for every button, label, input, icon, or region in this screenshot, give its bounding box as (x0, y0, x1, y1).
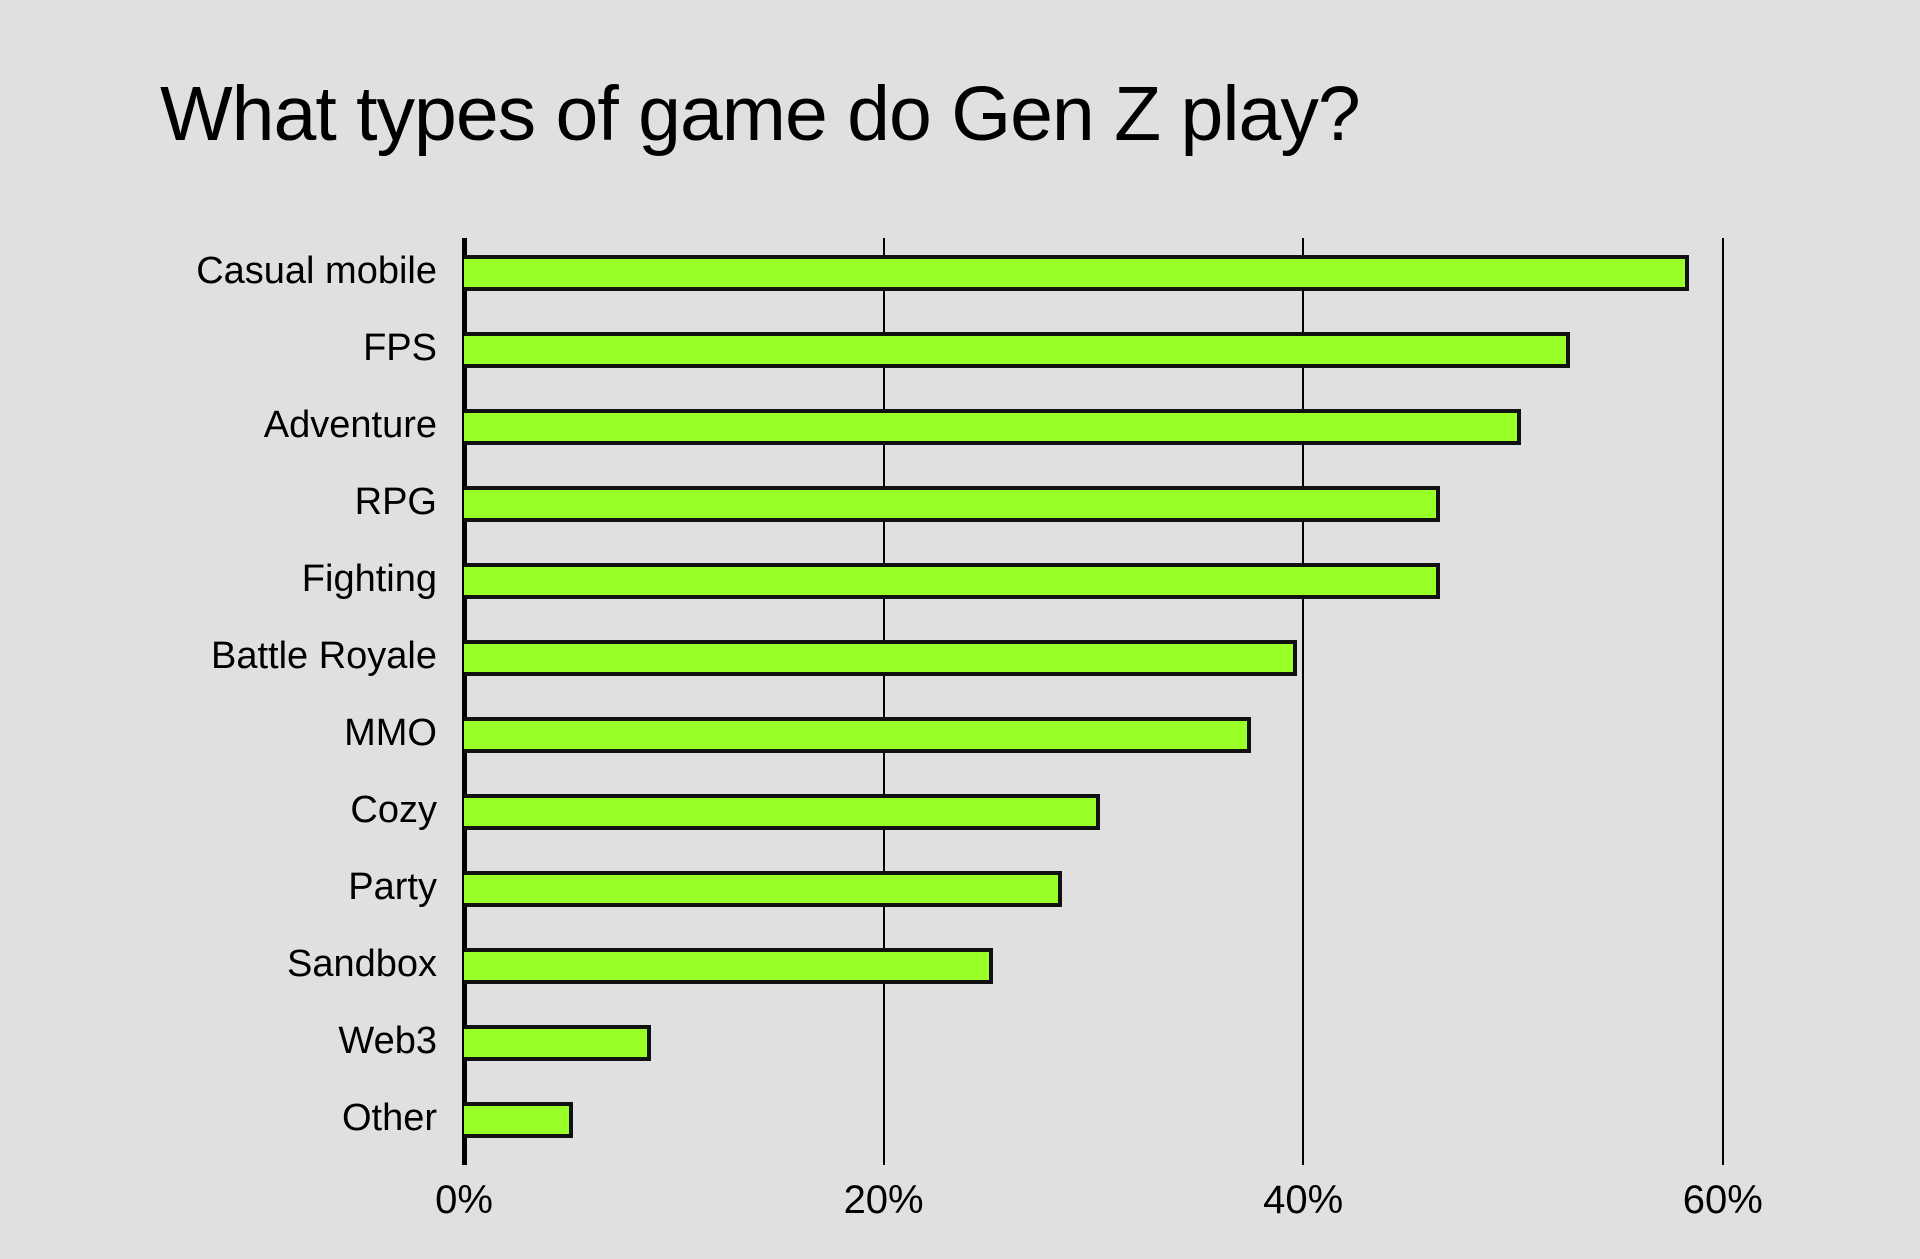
bar-party (464, 870, 1062, 907)
bar-fps (464, 331, 1570, 368)
category-label: MMO (344, 711, 437, 754)
bar-battle-royale (464, 639, 1297, 676)
y-axis-line (462, 238, 467, 1165)
x-tick-label: 60% (1682, 1178, 1763, 1222)
bar-sandbox (464, 947, 993, 984)
category-label: Casual mobile (196, 249, 437, 292)
x-tick-label: 40% (1263, 1178, 1344, 1222)
bar-cozy (464, 793, 1100, 830)
bar-adventure (464, 408, 1522, 445)
x-tick-label: 20% (843, 1178, 924, 1222)
bar-casual-mobile (464, 254, 1690, 291)
category-label: FPS (363, 326, 437, 369)
x-tick-label: 0% (435, 1178, 493, 1222)
gridline-40 (1302, 238, 1305, 1165)
bar-fighting (464, 562, 1440, 599)
bar-mmo (464, 716, 1251, 753)
gridline-60 (1721, 238, 1724, 1165)
category-label: Adventure (263, 403, 437, 446)
category-label: Party (348, 865, 437, 908)
category-label: Sandbox (286, 942, 437, 985)
gridline-20 (882, 238, 885, 1165)
category-label: Fighting (301, 557, 437, 600)
category-label: Battle Royale (210, 634, 437, 677)
category-label: RPG (354, 480, 437, 523)
category-label: Web3 (338, 1020, 437, 1062)
chart-title: What types of game do Gen Z play? (160, 71, 1361, 157)
bar-other (464, 1102, 574, 1139)
bar-rpg (464, 485, 1440, 522)
bar-web3 (464, 1025, 651, 1061)
category-label: Other (341, 1097, 437, 1140)
category-label: Cozy (350, 788, 437, 831)
